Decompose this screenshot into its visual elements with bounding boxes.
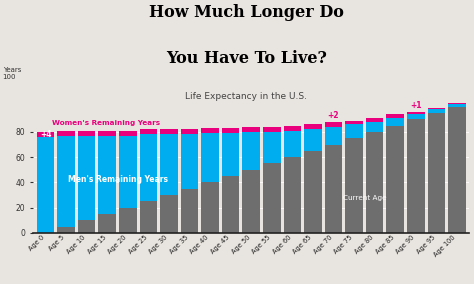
Bar xyxy=(407,119,425,233)
Text: +2: +2 xyxy=(328,111,339,120)
Bar xyxy=(160,195,178,233)
Bar xyxy=(346,120,363,124)
Bar xyxy=(325,145,342,233)
Bar xyxy=(57,227,75,233)
Text: Men's Remaining Years: Men's Remaining Years xyxy=(67,175,167,184)
Bar xyxy=(263,127,281,132)
Bar xyxy=(222,133,239,176)
Bar xyxy=(140,134,157,201)
Bar xyxy=(78,220,95,233)
Bar xyxy=(99,131,116,136)
Text: You Have To Live?: You Have To Live? xyxy=(166,50,327,67)
Bar xyxy=(99,136,116,214)
Bar xyxy=(243,127,260,132)
Bar xyxy=(37,137,54,233)
Bar xyxy=(243,132,260,170)
Bar xyxy=(366,132,383,233)
Bar xyxy=(448,104,465,107)
Text: Current Age: Current Age xyxy=(343,195,386,201)
Bar xyxy=(78,136,95,220)
Bar xyxy=(181,134,198,189)
Bar xyxy=(222,128,239,133)
Bar xyxy=(304,151,322,233)
Bar xyxy=(263,132,281,164)
Text: Women's Remaining Years: Women's Remaining Years xyxy=(52,120,160,126)
Bar xyxy=(99,214,116,233)
Bar xyxy=(448,107,465,233)
Bar xyxy=(119,208,137,233)
Bar xyxy=(201,182,219,233)
Bar xyxy=(325,127,342,145)
Bar xyxy=(304,124,322,130)
Bar xyxy=(366,122,383,132)
Bar xyxy=(181,130,198,134)
Bar xyxy=(283,157,301,233)
Bar xyxy=(428,108,445,109)
Bar xyxy=(78,131,95,136)
Text: +1: +1 xyxy=(410,101,421,110)
Bar xyxy=(304,130,322,151)
Text: Life Expectancy in the U.S.: Life Expectancy in the U.S. xyxy=(185,92,308,101)
Bar xyxy=(263,164,281,233)
Text: How Much Longer Do: How Much Longer Do xyxy=(149,4,344,21)
Bar xyxy=(346,138,363,233)
Bar xyxy=(160,134,178,195)
Bar xyxy=(448,103,465,104)
Bar xyxy=(160,130,178,134)
Bar xyxy=(140,130,157,134)
Bar xyxy=(181,189,198,233)
Bar xyxy=(119,136,137,208)
Bar xyxy=(407,114,425,119)
Bar xyxy=(57,131,75,136)
Text: Years
100: Years 100 xyxy=(3,66,21,80)
Bar xyxy=(140,201,157,233)
Bar xyxy=(222,176,239,233)
Bar xyxy=(325,122,342,127)
Bar xyxy=(243,170,260,233)
Bar xyxy=(201,133,219,182)
Bar xyxy=(428,109,445,113)
Bar xyxy=(283,126,301,131)
Bar xyxy=(428,113,445,233)
Bar xyxy=(386,114,404,118)
Bar xyxy=(386,126,404,233)
Bar xyxy=(37,132,54,137)
Bar xyxy=(119,131,137,136)
Bar xyxy=(386,118,404,126)
Text: +4: +4 xyxy=(40,130,51,139)
Bar xyxy=(366,118,383,122)
Bar xyxy=(346,124,363,138)
Bar xyxy=(57,136,75,227)
Bar xyxy=(407,112,425,114)
Bar xyxy=(201,128,219,133)
Bar xyxy=(283,131,301,157)
